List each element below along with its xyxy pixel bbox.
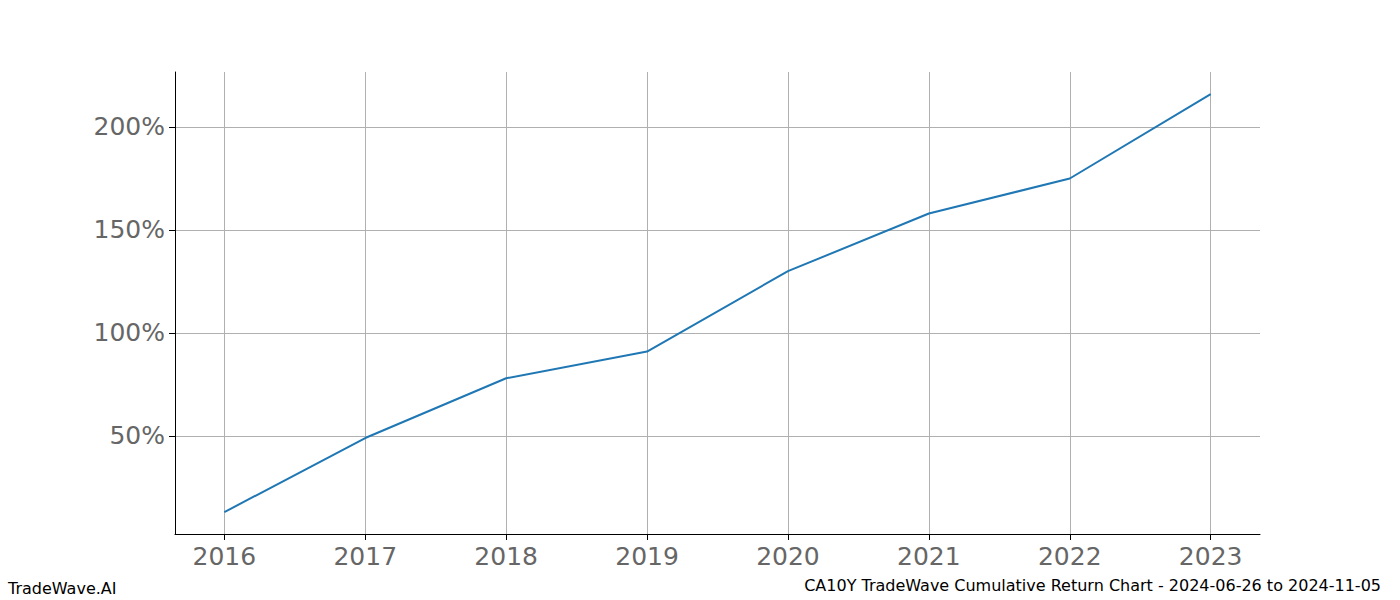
svg-text:CA10Y TradeWave Cumulative Ret: CA10Y TradeWave Cumulative Return Chart … xyxy=(804,576,1381,595)
svg-text:TradeWave.AI: TradeWave.AI xyxy=(7,579,116,598)
svg-text:2016: 2016 xyxy=(193,542,257,571)
svg-text:2023: 2023 xyxy=(1179,542,1243,571)
svg-text:2017: 2017 xyxy=(333,542,397,571)
svg-text:2019: 2019 xyxy=(615,542,679,571)
svg-text:2020: 2020 xyxy=(756,542,820,571)
svg-text:2018: 2018 xyxy=(474,542,538,571)
svg-text:2021: 2021 xyxy=(897,542,961,571)
svg-text:100%: 100% xyxy=(94,318,165,347)
svg-text:50%: 50% xyxy=(109,421,165,450)
svg-text:2022: 2022 xyxy=(1038,542,1102,571)
svg-text:150%: 150% xyxy=(94,215,165,244)
svg-text:200%: 200% xyxy=(94,112,165,141)
